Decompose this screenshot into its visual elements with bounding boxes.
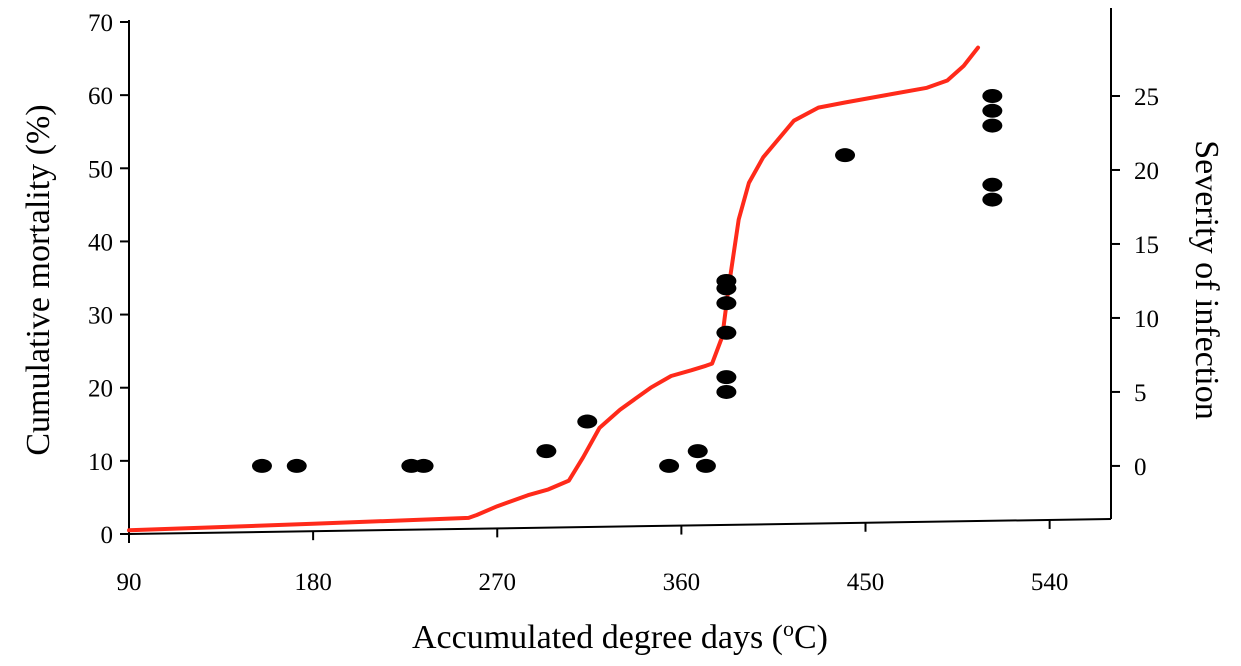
severity-point xyxy=(716,296,737,311)
x-axis-title-end: C) xyxy=(794,619,828,656)
x-tick-label: 450 xyxy=(847,569,885,596)
severity-point xyxy=(982,192,1003,207)
axes xyxy=(120,8,1120,543)
x-axis-title: Accumulated degree days (oC) xyxy=(412,616,828,656)
y2-tick-label: 15 xyxy=(1134,232,1159,259)
x-tick-label: 90 xyxy=(117,569,142,596)
chart-labels: 0 10 20 30 40 50 60 70 0 5 10 15 20 25 90 180 270 360 450 5… xyxy=(88,10,1159,596)
severity-point xyxy=(695,458,716,473)
severity-point xyxy=(716,273,737,288)
severity-point xyxy=(251,458,272,473)
x-axis-line xyxy=(128,518,1112,535)
severity-point xyxy=(536,444,557,459)
y2-tick-label: 25 xyxy=(1134,84,1159,111)
severity-point xyxy=(687,444,708,459)
severity-point xyxy=(659,458,680,473)
severity-point xyxy=(716,384,737,399)
y-tick-label: 30 xyxy=(88,303,113,330)
y2-tick-label: 20 xyxy=(1134,158,1159,185)
severity-point xyxy=(982,88,1003,103)
x-tick-label: 180 xyxy=(294,569,332,596)
severity-point xyxy=(716,325,737,340)
y2-tick-label: 5 xyxy=(1134,380,1147,407)
x-tick-label: 540 xyxy=(1031,569,1069,596)
y-axis-title: Cumulative mortality (%) xyxy=(20,104,57,455)
severity-point xyxy=(413,458,434,473)
x-axis-title-superscript: o xyxy=(783,616,794,641)
y-tick-label: 20 xyxy=(88,376,113,403)
y-tick-label: 60 xyxy=(88,83,113,110)
y-tick-label: 70 xyxy=(88,10,113,37)
x-tick-label: 270 xyxy=(479,569,517,596)
mortality-line xyxy=(127,45,980,533)
y2-tick-label: 10 xyxy=(1134,306,1159,333)
severity-point xyxy=(577,414,598,429)
severity-point xyxy=(716,370,737,385)
severity-point xyxy=(835,148,856,163)
x-tick-label: 360 xyxy=(663,569,701,596)
y-tick-label: 40 xyxy=(88,229,113,256)
y-tick-label: 10 xyxy=(88,449,113,476)
severity-point xyxy=(982,118,1003,133)
y2-tick-label: 0 xyxy=(1134,454,1147,481)
chart-marks xyxy=(127,45,1003,533)
severity-point xyxy=(982,177,1003,192)
y-tick-label: 0 xyxy=(101,522,114,549)
y-tick-label: 50 xyxy=(88,156,113,183)
severity-point xyxy=(982,103,1003,118)
severity-point xyxy=(286,458,307,473)
x-axis-title-main: Accumulated degree days ( xyxy=(412,619,783,656)
y2-axis-title: Severity of infection xyxy=(1188,140,1225,419)
